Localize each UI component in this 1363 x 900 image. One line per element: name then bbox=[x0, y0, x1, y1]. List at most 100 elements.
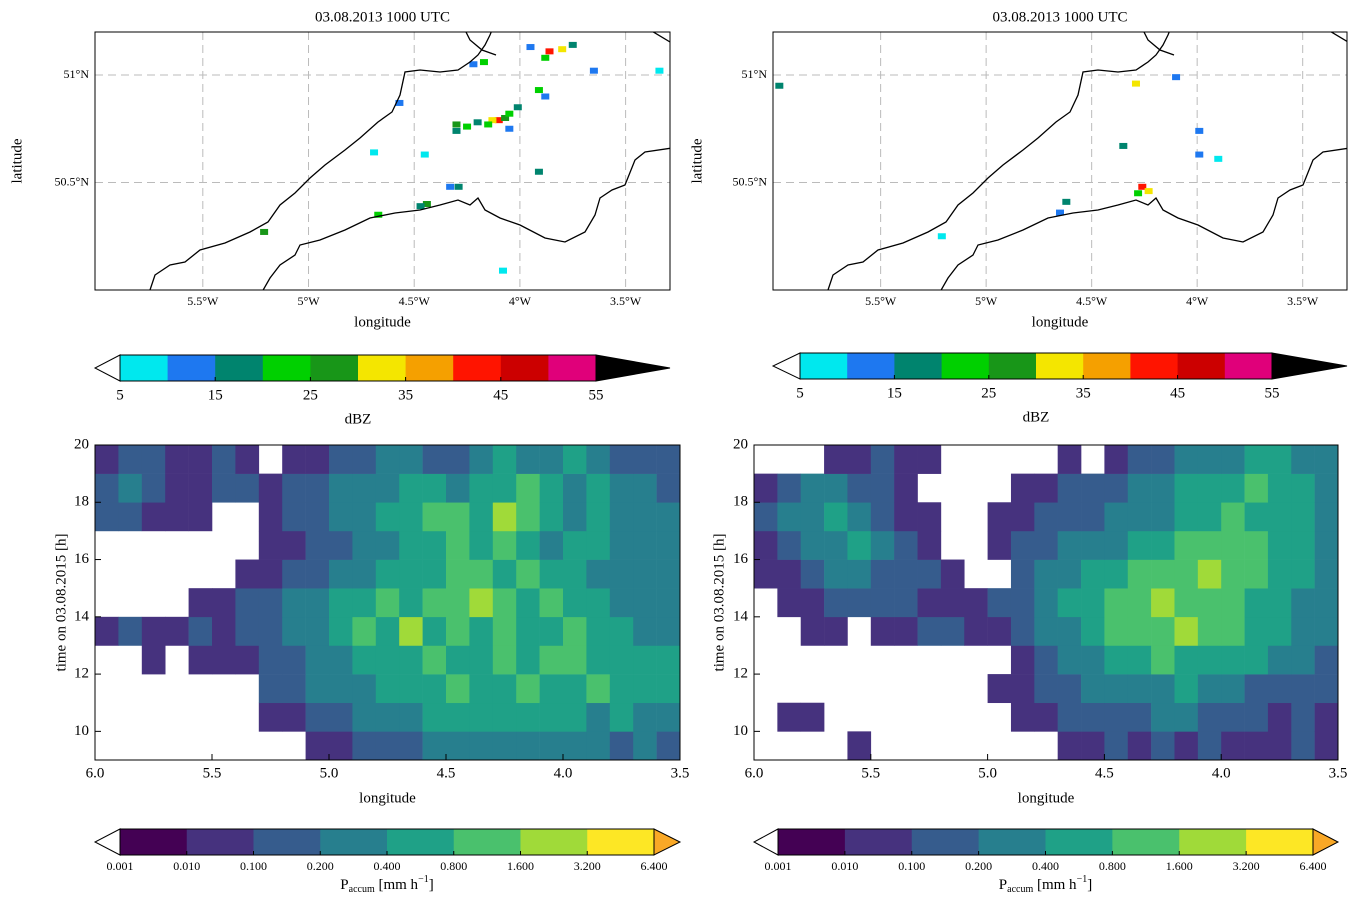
heatmap-cell bbox=[492, 473, 517, 503]
heatmap-cell bbox=[1010, 702, 1035, 732]
colorbar-tick-label: 0.100 bbox=[898, 859, 925, 873]
heatmap-cell bbox=[352, 530, 377, 560]
heatmap-cell bbox=[777, 559, 802, 589]
heatmap-cell bbox=[422, 616, 447, 646]
heatmap-cell bbox=[586, 616, 611, 646]
colorbar-tick-label: 0.100 bbox=[240, 859, 267, 873]
colorbar-segment bbox=[1224, 353, 1273, 379]
heatmap-cell bbox=[235, 559, 260, 589]
x-tick-label: 4°W bbox=[1186, 294, 1209, 308]
heatmap-cell bbox=[1127, 731, 1152, 761]
heatmap-cell bbox=[894, 530, 918, 560]
heatmap-cell bbox=[609, 616, 634, 646]
colorbar-segment bbox=[262, 355, 311, 381]
heatmap-cell bbox=[539, 588, 564, 618]
heatmap-cell bbox=[1244, 473, 1269, 503]
heatmap-cell bbox=[1174, 473, 1199, 503]
heatmap-cell bbox=[1127, 674, 1152, 704]
heatmap-cell bbox=[777, 473, 802, 503]
heatmap-cell bbox=[329, 731, 353, 761]
y-tick-label: 12 bbox=[733, 666, 748, 682]
colorbar-label-exponent: −1 bbox=[418, 874, 429, 885]
heatmap-cell bbox=[1267, 645, 1292, 675]
heatmap-cell bbox=[539, 445, 564, 474]
heatmap-cell bbox=[800, 473, 825, 503]
heatmap-cell bbox=[1291, 616, 1315, 646]
heatmap-cell bbox=[1034, 616, 1058, 646]
heatmap-cell bbox=[1267, 445, 1292, 474]
heatmap-cell bbox=[777, 588, 802, 618]
heatmap-cell bbox=[987, 530, 1012, 560]
heatmap-cell bbox=[824, 473, 848, 503]
y-axis-label: time on 03.08.2015 [h] bbox=[53, 534, 69, 672]
heatmap-cell bbox=[800, 502, 825, 532]
heatmap-cell bbox=[586, 445, 611, 474]
heatmap-cell bbox=[1010, 588, 1035, 618]
heatmap-cell bbox=[563, 445, 587, 474]
heatmap-cell bbox=[563, 731, 587, 761]
heatmap-cell bbox=[1127, 645, 1152, 675]
heatmap-cell bbox=[141, 502, 166, 532]
heatmap-cell bbox=[539, 645, 564, 675]
heatmap-cell bbox=[282, 674, 306, 704]
radar-echo bbox=[526, 44, 535, 51]
heatmap-cell bbox=[1151, 645, 1175, 675]
heatmap-cell bbox=[563, 645, 587, 675]
colorbar-segment bbox=[800, 353, 848, 379]
heatmap-cell bbox=[894, 502, 918, 532]
radar-echo bbox=[473, 119, 482, 126]
heatmap-cell bbox=[1197, 674, 1222, 704]
heatmap-cell bbox=[1267, 559, 1292, 589]
radar-echo bbox=[446, 183, 455, 190]
colorbar-segment bbox=[310, 355, 359, 381]
heatmap-cell bbox=[188, 645, 213, 675]
heatmap-cell bbox=[212, 588, 236, 618]
heatmap-cell bbox=[754, 559, 778, 589]
heatmap-cell bbox=[282, 702, 306, 732]
heatmap-cell bbox=[1314, 645, 1339, 675]
colorbar-segment bbox=[405, 355, 454, 381]
heatmap-cell bbox=[917, 588, 942, 618]
heatmap-cell bbox=[1267, 502, 1292, 532]
heatmap-cell bbox=[1267, 674, 1292, 704]
colorbar-segment bbox=[186, 829, 254, 855]
heatmap-cell bbox=[446, 530, 470, 560]
heatmap-cell bbox=[563, 473, 587, 503]
heatmap-cell bbox=[917, 502, 942, 532]
heatmap-cell bbox=[469, 530, 494, 560]
colorbar-segment bbox=[778, 829, 846, 855]
heatmap-cell bbox=[118, 473, 143, 503]
heatmap-cell bbox=[633, 588, 657, 618]
y-tick-label: 51°N bbox=[64, 67, 90, 81]
heatmap-cell bbox=[656, 473, 681, 503]
colorbar-label-exponent: −1 bbox=[1077, 874, 1088, 885]
heatmap-cell bbox=[1151, 473, 1175, 503]
x-tick-label: 3.5°W bbox=[610, 294, 642, 308]
colorbar-label-subscript: accum bbox=[1007, 884, 1033, 895]
heatmap-cell bbox=[1221, 473, 1245, 503]
heatmap-cell bbox=[235, 588, 260, 618]
heatmap-cell bbox=[1244, 702, 1269, 732]
heatmap-cell bbox=[1127, 445, 1152, 474]
heatmap-cell bbox=[586, 645, 611, 675]
y-tick-label: 18 bbox=[74, 494, 89, 510]
heatmap-cell bbox=[469, 588, 494, 618]
colorbar-segment bbox=[988, 353, 1037, 379]
heatmap-cell bbox=[609, 473, 634, 503]
x-tick-label: 4.5 bbox=[1095, 765, 1114, 781]
colorbar-label-unit: [mm h bbox=[375, 877, 419, 893]
heatmap-cell bbox=[1291, 731, 1315, 761]
heatmap-cell bbox=[1104, 502, 1129, 532]
heatmap-cell bbox=[563, 588, 587, 618]
heatmap-cell bbox=[375, 702, 400, 732]
radar-echo bbox=[1119, 142, 1128, 149]
radar-echo bbox=[568, 41, 577, 48]
y-tick-label: 10 bbox=[74, 723, 89, 739]
heatmap-cell bbox=[258, 674, 283, 704]
heatmap-cell bbox=[656, 702, 681, 732]
colorbar-segment bbox=[253, 829, 321, 855]
heatmap-cell bbox=[329, 473, 353, 503]
heatmap-cell bbox=[516, 645, 540, 675]
radar-echo bbox=[505, 110, 514, 117]
